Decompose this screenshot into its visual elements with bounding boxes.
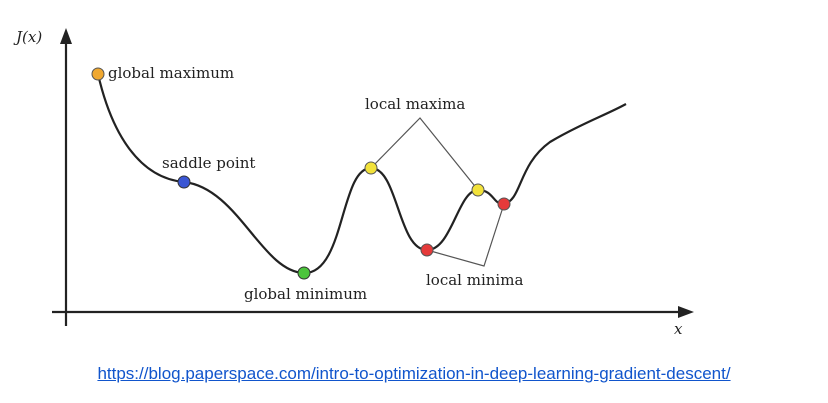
source-link[interactable]: https://blog.paperspace.com/intro-to-opt… [97,364,731,383]
global-maximum-marker [91,67,105,81]
loss-landscape-diagram: J(x) x global maximum saddle point globa… [13,28,694,338]
local-maximum-marker-1 [364,161,378,175]
x-axis-arrowhead [678,306,694,318]
saddle-point-label: saddle point [162,154,255,172]
y-axis-label: J(x) [13,28,42,46]
diagram-canvas: J(x) x global maximum saddle point globa… [13,28,694,338]
global-minimum-label: global minimum [244,285,367,303]
x-axis-label: x [674,320,683,338]
local-minimum-marker-2 [497,197,511,211]
saddle-point-marker [177,175,191,189]
local-maximum-marker-2 [471,183,485,197]
local-minima-label: local minima [426,271,523,289]
local-maxima-label: local maxima [365,95,465,113]
global-minimum-marker [297,266,311,280]
local-maxima-connector [370,117,479,191]
local-minima-connector [426,203,505,267]
cost-curve [96,73,627,275]
local-minimum-marker-1 [420,243,434,257]
y-axis-arrowhead [60,28,72,44]
global-maximum-label: global maximum [108,64,234,82]
